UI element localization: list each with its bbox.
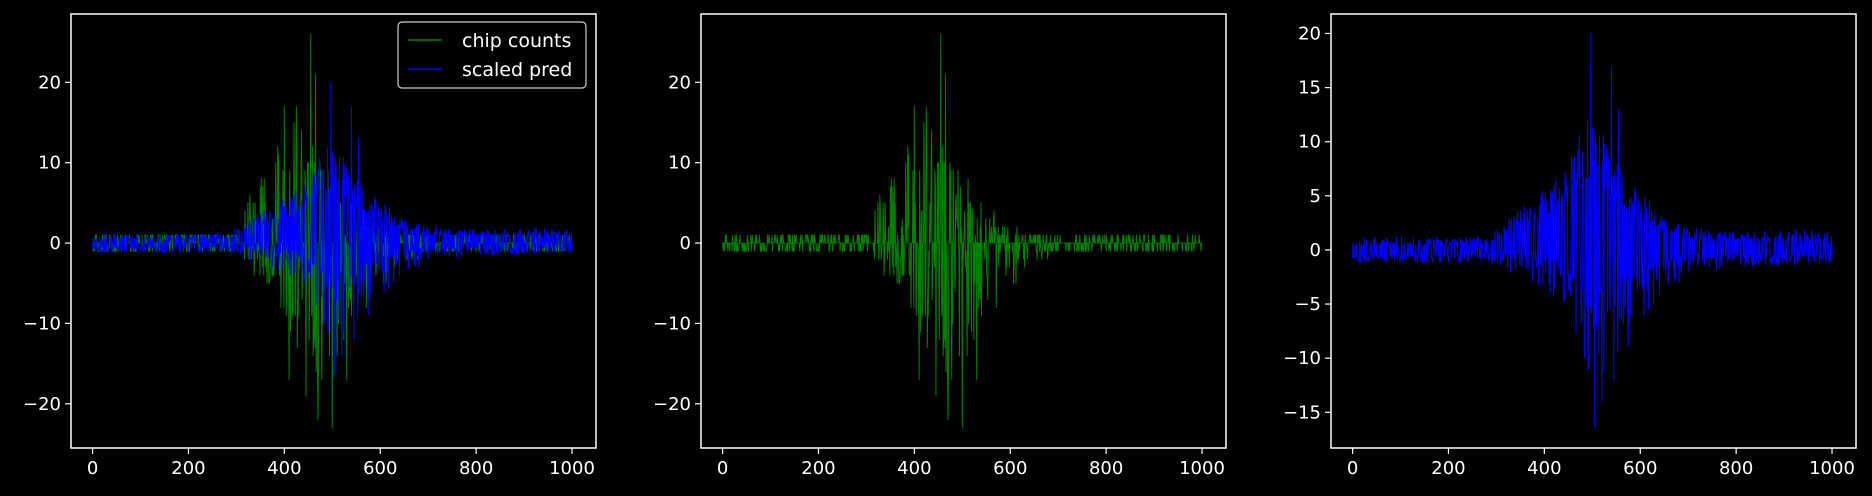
x-tick-label: 0 xyxy=(1347,458,1358,479)
x-tick-label: 800 xyxy=(1089,458,1123,479)
x-tick-label: 400 xyxy=(267,458,301,479)
y-tick-label: −15 xyxy=(1283,402,1321,423)
axes-frame xyxy=(700,13,1227,449)
y-tick-label: 0 xyxy=(1310,240,1321,261)
x-tick-label: 600 xyxy=(1623,458,1657,479)
legend-label-chip-counts: chip counts xyxy=(462,30,571,52)
y-tick-label: 15 xyxy=(1298,78,1321,99)
y-tick-label: 20 xyxy=(38,72,61,93)
x-tick-label: 600 xyxy=(993,458,1027,479)
y-tick-label: 20 xyxy=(668,72,691,93)
chart-panel-3: 0 200 400 600 800 1000 −15 −10 −5 0 5 10 15 20 xyxy=(1283,13,1857,479)
x-tick-label: 200 xyxy=(801,458,835,479)
y-tick-label: 20 xyxy=(1298,23,1321,44)
axes-frame xyxy=(1330,13,1857,449)
x-tick-label: 800 xyxy=(459,458,493,479)
y-tick-label: 10 xyxy=(668,153,691,174)
legend: chip counts scaled pred xyxy=(397,21,587,89)
y-tick-label: −5 xyxy=(1294,294,1321,315)
series-line-blue xyxy=(1352,32,1833,430)
x-tick-label: 200 xyxy=(1431,458,1465,479)
y-tick-label: −10 xyxy=(1283,348,1321,369)
x-tick-label: 200 xyxy=(171,458,205,479)
axis-ticks: 0 200 400 600 800 1000 −20 −10 0 10 20 xyxy=(653,72,1225,479)
chart-panel-2: 0 200 400 600 800 1000 −20 −10 0 10 20 xyxy=(653,13,1227,479)
y-tick-label: −20 xyxy=(23,394,61,415)
y-tick-label: 0 xyxy=(50,233,61,254)
y-tick-label: −20 xyxy=(653,394,691,415)
y-tick-label: 5 xyxy=(1310,186,1321,207)
x-tick-label: 1000 xyxy=(1179,458,1225,479)
x-tick-label: 0 xyxy=(717,458,728,479)
x-tick-label: 800 xyxy=(1719,458,1753,479)
x-tick-label: 600 xyxy=(363,458,397,479)
series-layer xyxy=(722,33,1203,429)
series-line-scaled-pred xyxy=(92,81,573,377)
chart-panel-1: 0 200 400 600 800 1000 −20 −10 0 10 20 chip counts… xyxy=(23,13,597,479)
y-tick-label: −10 xyxy=(23,313,61,334)
x-tick-label: 0 xyxy=(87,458,98,479)
x-tick-label: 1000 xyxy=(549,458,595,479)
series-line-green xyxy=(722,33,1203,429)
legend-label-scaled-pred: scaled pred xyxy=(462,59,572,81)
legend-box xyxy=(397,21,587,89)
y-tick-label: 10 xyxy=(38,153,61,174)
y-tick-label: 0 xyxy=(680,233,691,254)
series-layer xyxy=(92,33,573,429)
x-tick-label: 1000 xyxy=(1809,458,1855,479)
x-tick-label: 400 xyxy=(897,458,931,479)
axis-ticks: 0 200 400 600 800 1000 −15 −10 −5 0 5 10 15 20 xyxy=(1283,23,1855,479)
x-tick-label: 400 xyxy=(1527,458,1561,479)
y-tick-label: 10 xyxy=(1298,132,1321,153)
series-layer xyxy=(1352,32,1833,430)
axis-ticks: 0 200 400 600 800 1000 −20 −10 0 10 20 xyxy=(23,72,595,479)
axes-frame xyxy=(70,13,597,449)
y-tick-label: −10 xyxy=(653,313,691,334)
